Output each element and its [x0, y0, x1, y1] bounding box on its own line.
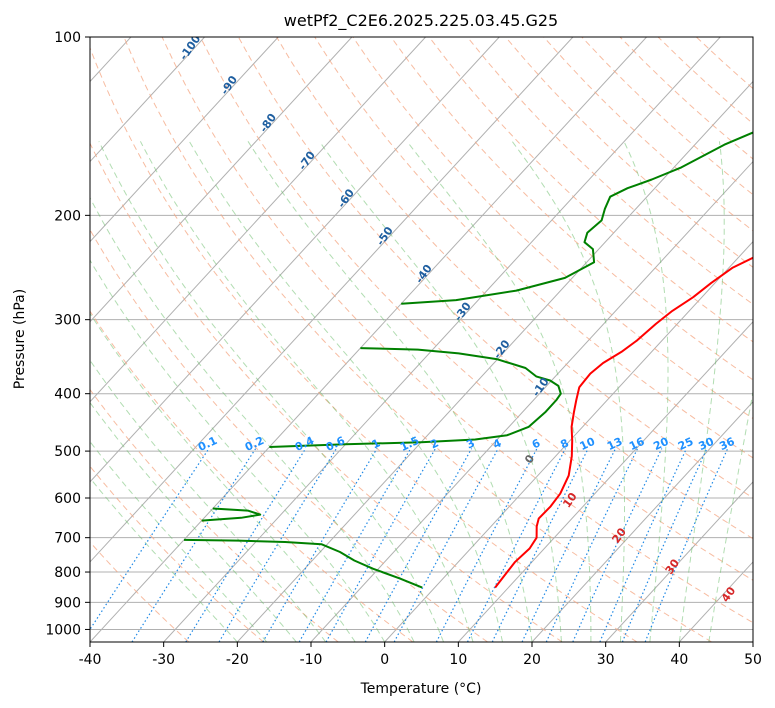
y-tick-label: 600 [54, 491, 81, 507]
mixing-ratio-line [435, 448, 538, 642]
mixing-ratio-label: 25 [676, 435, 695, 453]
mixing-ratio-label: 16 [627, 435, 647, 453]
mixing-ratio-line [131, 448, 257, 642]
y-axis-title: Pressure (hPa) [12, 289, 28, 389]
moist-adiabat-line [90, 477, 238, 642]
isotherm-line [90, 37, 279, 243]
dewpoint-profile-line [183, 538, 423, 589]
mixing-ratio-lines [90, 448, 729, 642]
x-tick-label: 10 [449, 652, 467, 668]
y-tick-label: 1000 [45, 622, 81, 638]
x-tick-label: 20 [523, 652, 541, 668]
x-tick-label: 0 [380, 652, 389, 668]
x-axis-ticks: -40 -30 -20 -10 0 10 20 30 40 50 [79, 642, 762, 668]
dry-adiabat-line [90, 142, 563, 642]
dewpoint-profile-line [401, 131, 753, 305]
moist-adiabat-line [98, 141, 445, 642]
isotherm-line [752, 641, 753, 642]
x-tick-label: 40 [670, 652, 688, 668]
moist-adiabat-line [406, 140, 592, 642]
isotherm-line [0, 37, 57, 642]
dewpoint-profile-line [201, 507, 262, 522]
y-tick-label: 500 [54, 444, 81, 460]
dry-adiabat-line [237, 37, 753, 540]
isotherm-line [90, 37, 647, 642]
mixing-ratio-line [572, 448, 663, 642]
plot-frame [89, 36, 754, 643]
isotherm-line [605, 481, 753, 642]
moist-adiabat-line [708, 389, 753, 642]
x-tick-label: -10 [300, 652, 323, 668]
y-tick-label: 400 [54, 387, 81, 403]
x-tick-label: -30 [152, 652, 175, 668]
chart-title: wetPf2_C2E6.2025.225.03.45.G25 [284, 11, 558, 31]
y-tick-label: 100 [54, 30, 81, 46]
dry-adiabat-line [390, 37, 753, 381]
mixing-ratio-line [218, 448, 337, 642]
isotherm-line [90, 37, 426, 403]
isotherm-line [236, 80, 753, 642]
x-axis-title: Temperature (°C) [360, 681, 482, 697]
y-tick-label: 800 [54, 565, 81, 581]
dry-adiabat-line [90, 228, 488, 642]
moist-adiabat-line [623, 141, 669, 642]
mixing-ratio-line [545, 448, 639, 642]
y-axis-ticks: 100 200 300 400 500 600 700 800 900 1000 [45, 30, 90, 638]
isotherm-line [90, 37, 353, 323]
isotherm-line [531, 401, 753, 642]
y-tick-label: 900 [54, 595, 81, 611]
plot-background [90, 37, 753, 642]
mixing-ratio-line [185, 448, 307, 642]
moist-adiabat-line [90, 401, 297, 642]
mixing-ratio-label: 20 [651, 435, 671, 453]
mixing-ratio-line [466, 448, 567, 642]
dewpoint-profile-line [269, 347, 562, 448]
mixing-ratio-label: 13 [605, 435, 624, 453]
moist-adiabat-line [90, 312, 356, 642]
moist-adiabat-line [90, 359, 327, 642]
isotherm-line [90, 37, 205, 163]
mixing-ratio-line [262, 448, 378, 642]
x-tick-label: 50 [744, 652, 762, 668]
x-tick-label: -40 [79, 652, 102, 668]
dry-adiabat-line [90, 465, 264, 642]
isotherm-line [384, 240, 753, 642]
mixing-ratio-line [90, 448, 210, 631]
mixing-ratio-line [393, 448, 499, 642]
moist-adiabat-line [318, 141, 562, 642]
moist-adiabat-line [139, 141, 474, 642]
y-tick-label: 200 [54, 208, 81, 224]
profile-series [183, 131, 753, 589]
temperature-profile-line [494, 256, 753, 589]
dry-adiabat-line [199, 37, 753, 581]
y-tick-label: 300 [54, 313, 81, 329]
mixing-ratio-label: 30 [697, 435, 717, 453]
x-tick-label: -20 [226, 652, 249, 668]
dry-adiabats [90, 37, 753, 642]
dry-adiabat-line [314, 37, 753, 459]
moist-adiabat-line [247, 141, 533, 642]
dry-adiabat-line [161, 37, 753, 624]
mixing-ratio-line [644, 448, 729, 642]
moist-adiabat-line [511, 141, 625, 642]
moist-adiabat-line [678, 141, 725, 642]
dry-adiabat-line [428, 37, 753, 343]
y-tick-label: 700 [54, 531, 81, 547]
moist-adiabat-line [90, 196, 415, 642]
isotherm-line [457, 320, 753, 642]
moist-adiabat-line [188, 141, 503, 642]
mixing-ratio-label: 36 [717, 435, 737, 453]
mixing-ratio-label: 10 [578, 435, 598, 453]
mixing-ratio-line [298, 448, 412, 642]
dry-adiabat-line [90, 541, 190, 642]
dry-adiabat-line [90, 46, 638, 642]
x-tick-label: 30 [597, 652, 615, 668]
dry-adiabat-line [352, 37, 753, 420]
isotherm-line [90, 37, 500, 483]
dry-adiabat-line [123, 37, 712, 642]
moist-adiabat-line [90, 440, 268, 642]
dry-adiabat-line [276, 37, 753, 499]
isotherm-line [90, 37, 574, 563]
